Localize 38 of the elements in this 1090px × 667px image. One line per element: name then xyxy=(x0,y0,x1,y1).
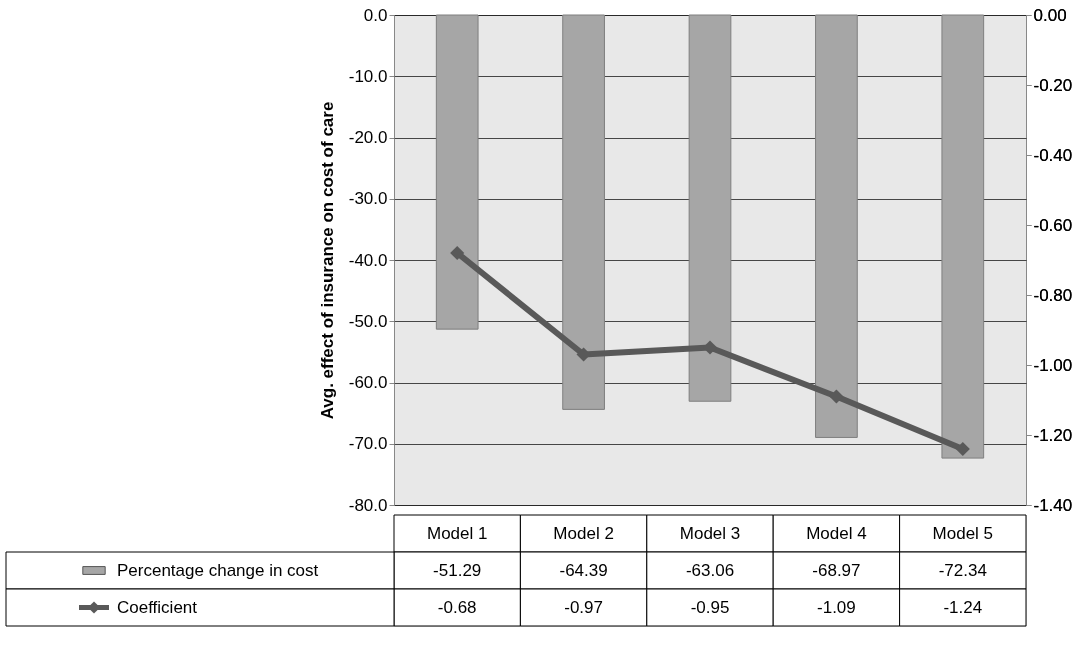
legend-label: Percentage change in cost xyxy=(117,560,319,580)
data-label: -64.39 xyxy=(559,560,608,580)
y-tick-label: -70.0 xyxy=(348,434,388,454)
y-tick-label: 0.0 xyxy=(363,5,388,25)
data-label: -0.95 xyxy=(690,597,730,617)
y-tick-label: -30.0 xyxy=(348,189,388,209)
data-label: -51.29 xyxy=(433,560,482,580)
point xyxy=(955,441,970,457)
y-tick-label: -20.0 xyxy=(348,128,388,147)
data-label: -72.34 xyxy=(938,560,987,580)
y-tick-label: -60.0 xyxy=(348,373,388,392)
y2-tick-label: -1.20 xyxy=(1033,425,1073,445)
y-tick-label: -40.0 xyxy=(348,250,388,270)
data-label: -68.97 xyxy=(812,560,861,580)
data-label: -0.68 xyxy=(437,597,477,617)
data-label: -1.09 xyxy=(817,597,856,617)
x-tick-label: Model 5 xyxy=(932,523,994,543)
legend-label: Coefficient xyxy=(117,597,198,617)
y2-tick-label: -0.20 xyxy=(1033,75,1073,95)
x-tick-label: Model 1 xyxy=(426,523,488,543)
y2-tick-label: -0.40 xyxy=(1033,145,1073,165)
point xyxy=(829,389,844,404)
y2-tick-label: -1.40 xyxy=(1033,495,1073,515)
point xyxy=(450,245,465,261)
data-label: -63.06 xyxy=(685,560,735,580)
x-tick-label: Model 4 xyxy=(806,523,867,543)
y2-tick-label: -0.60 xyxy=(1033,215,1073,235)
y-tick-label: -50.0 xyxy=(348,311,388,331)
x-tick-label: Model 3 xyxy=(679,523,741,543)
data-label: -1.24 xyxy=(943,597,983,617)
y-axis-title: Avg. effect of insurance on cost of care xyxy=(317,101,337,420)
x-tick-label: Model 2 xyxy=(553,523,614,543)
y2-tick-label: 0.00 xyxy=(1033,5,1067,25)
y-tick-label: -80.0 xyxy=(348,495,388,515)
y2-tick-label: -1.00 xyxy=(1033,355,1073,375)
y-tick-label: -10.0 xyxy=(348,66,388,86)
y2-tick-label: -0.80 xyxy=(1033,285,1073,305)
data-label: -0.97 xyxy=(564,597,603,617)
